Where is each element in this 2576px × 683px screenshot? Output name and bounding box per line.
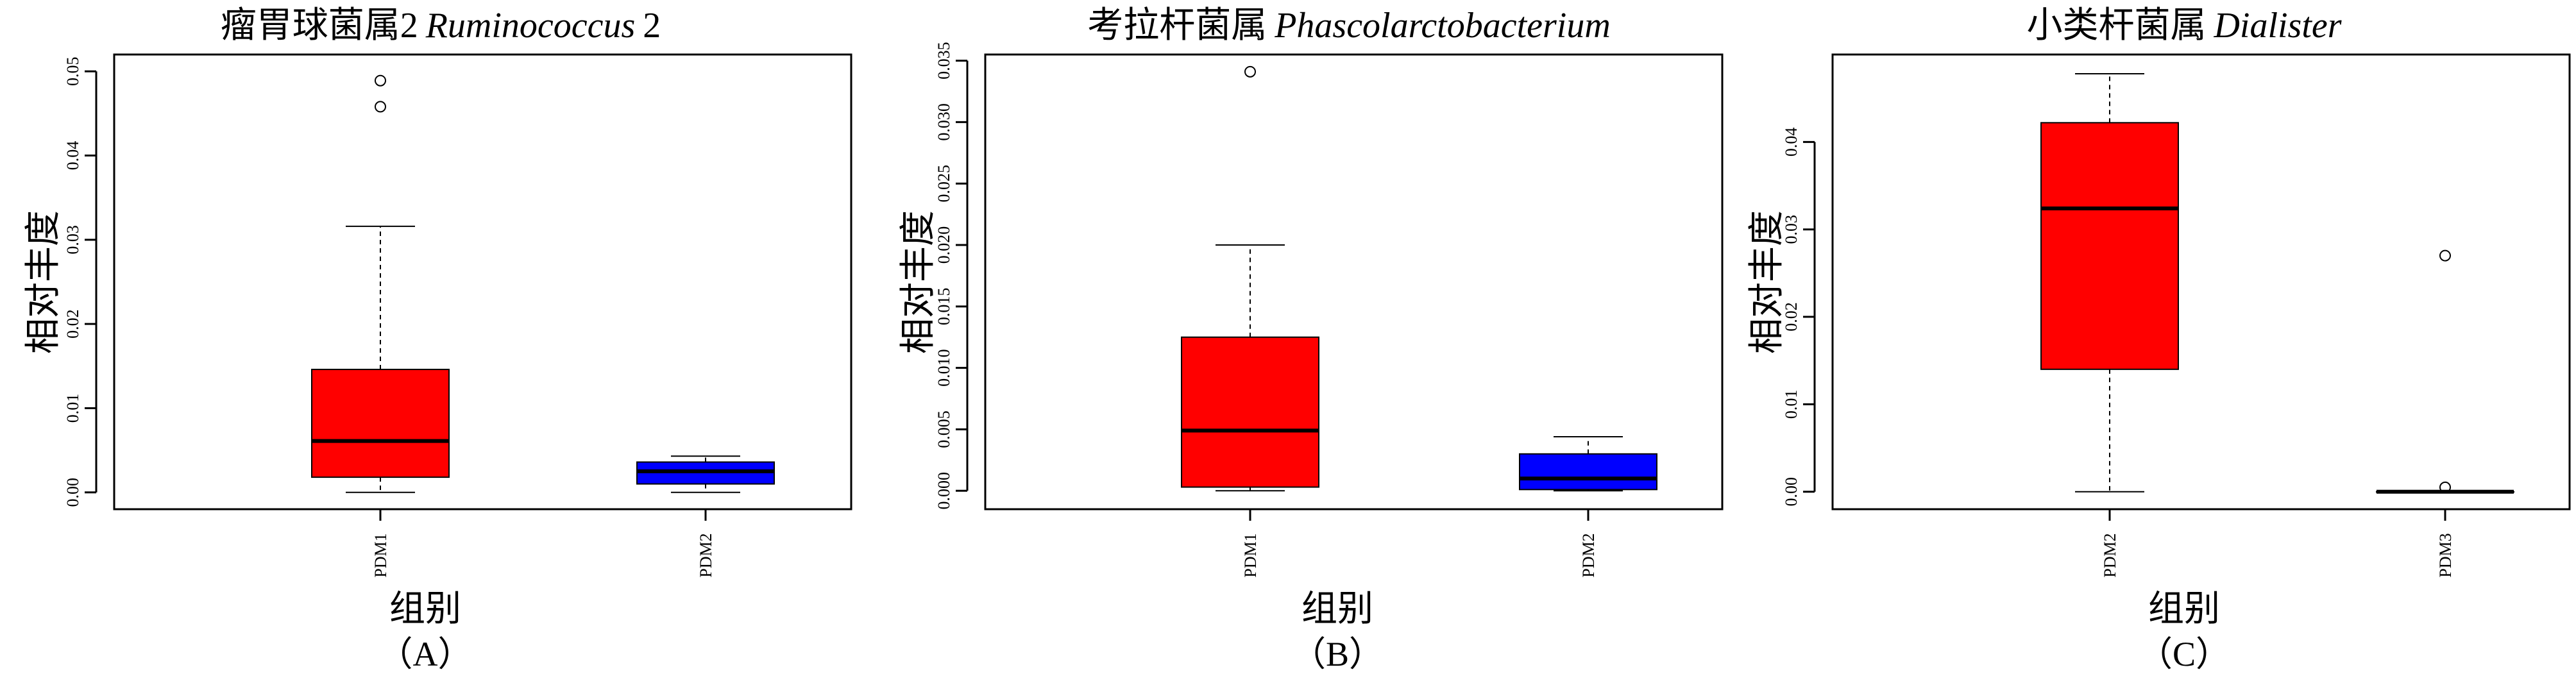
panel-b-x-ticks: PDM1 PDM2 — [1241, 509, 1598, 578]
panel-a-ylabel: 相对丰度 — [24, 210, 64, 354]
panel-b-y-tick-label: 0.000 — [935, 472, 953, 510]
panel-a-y-axis: 0.00 0.01 0.02 0.03 0.04 0.05 — [64, 57, 97, 507]
panel-b-y-tick-label: 0.015 — [935, 288, 953, 326]
panel-c-y-axis: 0.00 0.01 0.02 0.03 0.04 — [1782, 128, 1816, 507]
panel-b-y-tick-label: 0.020 — [935, 226, 953, 264]
panel-a-title: 瘤胃球菌属2 Ruminococcus 2 — [221, 6, 661, 46]
panel-b-y-tick-label: 0.010 — [935, 349, 953, 387]
panel-c-ylabel: 相对丰度 — [1747, 210, 1787, 354]
panel-b: 考拉杆菌属 Phascolarctobacterium 0.0000.0050.0… — [899, 6, 1724, 673]
panel-a-y-tick-label: 0.05 — [64, 57, 82, 87]
panel-b-y-tick-label: 0.025 — [935, 165, 953, 203]
panel-c: 小类杆菌属 Dialister 0.00 0.01 0.02 0.03 0.04 PDM2… — [1747, 6, 2571, 673]
panel-c-title: 小类杆菌属 Dialister — [2026, 6, 2341, 46]
panel-a-plot-frame — [113, 53, 852, 510]
panel-a-title-cn: 瘤胃球菌属2 — [221, 6, 418, 46]
panel-a-pdm2-x-tick-label: PDM2 — [697, 533, 715, 577]
panel-a-y-tick-label: 0.03 — [64, 225, 82, 255]
panel-b-ylabel: 相对丰度 — [899, 210, 938, 354]
panel-c-y-tick-label: 0.03 — [1782, 215, 1801, 244]
panel-c-pdm3-x-tick-label: PDM3 — [2436, 533, 2455, 577]
panel-a-y-tick-label: 0.04 — [64, 141, 82, 170]
panel-b-title-latin: Phascolarctobacterium — [1274, 6, 1611, 46]
panel-b-y-tick-label: 0.035 — [935, 42, 953, 80]
panel-c-pdm3-outlier — [2439, 481, 2451, 493]
panel-a-pdm1-outlier — [375, 74, 386, 87]
panel-b-plot-frame — [984, 53, 1724, 510]
panel-a-panel-label: （A） — [378, 635, 473, 673]
panel-b-panel-label: （B） — [1291, 635, 1384, 673]
panel-a-y-tick-label: 0.01 — [64, 394, 82, 423]
panel-c-pdm2-box — [2040, 122, 2179, 370]
panel-b-pdm1-x-tick-label: PDM1 — [1241, 533, 1260, 577]
panel-b-y-axis: 0.000 0.005 0.010 0.015 0.020 0.025 0.030 0.035 — [935, 42, 969, 510]
panel-c-x-ticks: PDM2 PDM3 — [2101, 509, 2455, 578]
panel-a-x-ticks: PDM1 PDM2 — [371, 509, 715, 578]
panel-c-boxes — [2040, 72, 2514, 494]
panel-c-title-cn: 小类杆菌属 — [2026, 6, 2206, 46]
panel-b-title: 考拉杆菌属 Phascolarctobacterium — [1087, 6, 1611, 46]
panel-b-y-tick-label: 0.030 — [935, 103, 953, 141]
panel-b-title-cn: 考拉杆菌属 — [1087, 6, 1267, 46]
panel-c-pdm2-x-tick-label: PDM2 — [2101, 533, 2119, 577]
panel-c-panel-label: （C） — [2138, 635, 2230, 673]
panel-c-y-tick-label: 0.02 — [1782, 302, 1801, 332]
panel-c-xlabel: 组别 — [2148, 589, 2220, 629]
panel-a-y-tick-label: 0.00 — [64, 478, 82, 507]
panel-c-title-latin: Dialister — [2213, 6, 2341, 46]
panel-b-pdm2-x-tick-label: PDM2 — [1579, 533, 1598, 577]
panel-b-xlabel: 组别 — [1301, 589, 1373, 629]
panel-a-pdm1-box — [311, 369, 450, 478]
panel-a: 瘤胃球菌属2 Ruminococcus 2 0.00 0.01 0.02 0.03 0.04… — [24, 6, 852, 673]
panel-b-pdm1-outlier — [1244, 65, 1256, 78]
panel-a-y-tick-label: 0.02 — [64, 309, 82, 339]
panel-b-y-tick-label: 0.005 — [935, 410, 953, 448]
panel-b-pdm2-box — [1519, 453, 1657, 491]
panel-b-pdm1-box — [1181, 336, 1319, 488]
panel-b-boxes — [1181, 65, 1657, 492]
panel-c-pdm3-outlier — [2439, 249, 2451, 262]
panel-c-y-tick-label: 0.01 — [1782, 390, 1801, 419]
panel-a-pdm1-x-tick-label: PDM1 — [371, 533, 390, 577]
panel-c-y-tick-label: 0.00 — [1782, 477, 1801, 507]
panel-a-title-latin: Ruminococcus — [425, 6, 636, 46]
panel-c-y-tick-label: 0.04 — [1782, 128, 1801, 157]
panel-a-boxes — [311, 74, 775, 493]
panel-c-plot-frame — [1831, 53, 2571, 510]
panel-a-title-suffix: 2 — [643, 6, 661, 46]
panel-a-xlabel: 组别 — [389, 589, 461, 629]
panel-a-pdm1-outlier — [375, 101, 386, 113]
